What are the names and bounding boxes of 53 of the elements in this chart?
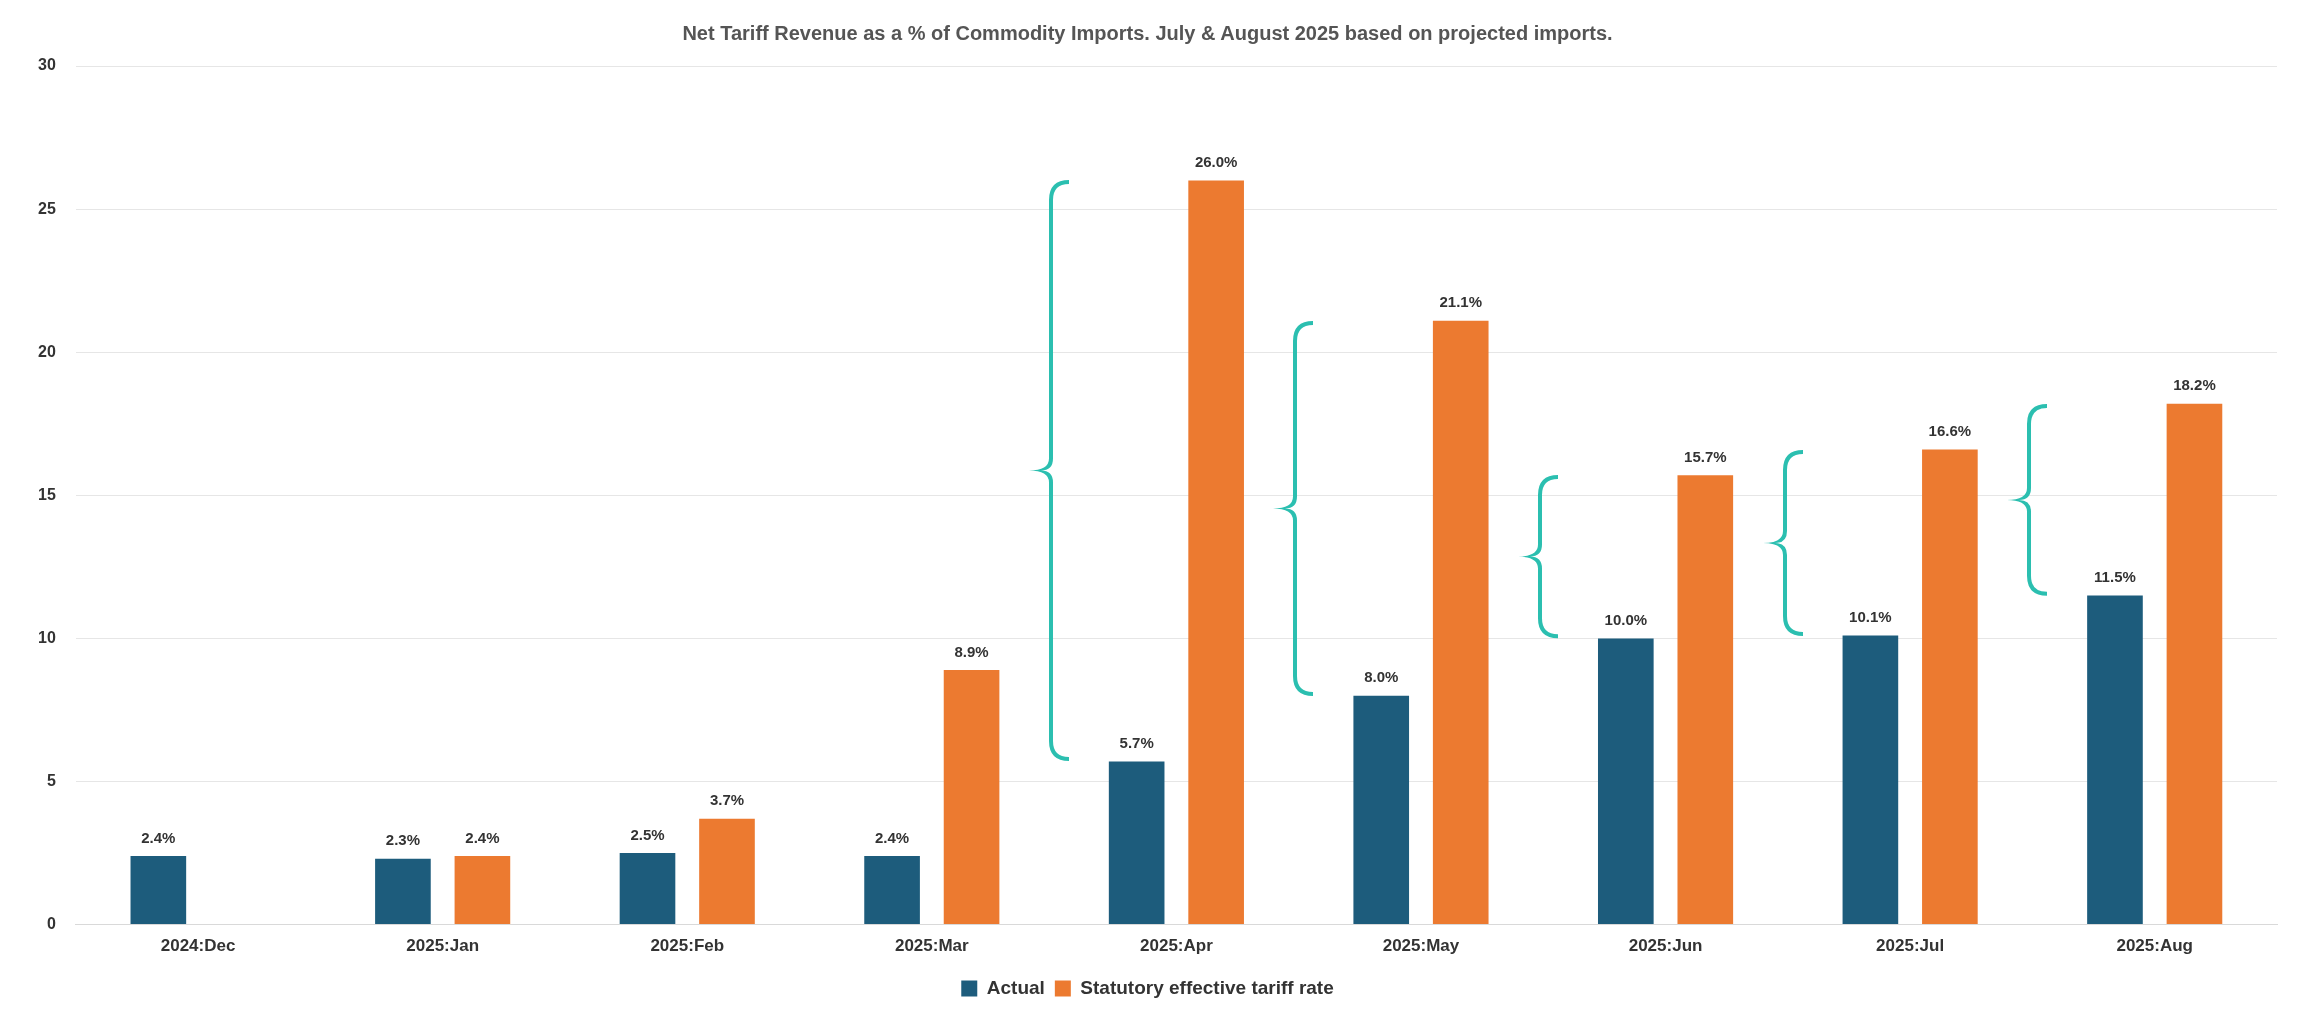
bar [375,858,431,925]
bar [2087,595,2143,925]
y-tick-label: 20 [38,342,56,360]
bar [943,669,1000,925]
x-tick-label: 2025:Jan [406,936,480,956]
y-tick-label: 0 [46,915,56,933]
bar [2166,403,2223,925]
x-tick-label: 2025:Aug [2116,936,2193,956]
data-label: 2.4% [465,828,500,846]
y-tick-label: 25 [38,199,56,217]
legend-label: Actual [986,976,1045,998]
bar [1432,320,1489,925]
data-label: 15.7% [1684,447,1727,465]
data-label: 21.1% [1439,293,1482,311]
data-label: 16.6% [1928,422,1972,440]
x-tick-label: 2025:Feb [650,936,725,956]
x-tick-label: 2024:Dec [160,936,236,956]
data-label: 10.1% [1849,608,1892,626]
y-tick-label: 30 [38,56,56,74]
data-label: 8.9% [954,642,989,660]
data-label: 18.2% [2173,376,2216,394]
y-tick-label: 5 [46,771,56,789]
bar [1108,761,1165,925]
bar [1188,180,1244,925]
x-tick-label: 2025:Mar [894,936,970,956]
bar [619,853,676,925]
x-tick-label: 2025:Jun [1628,936,1703,956]
y-tick-label: 10 [38,628,56,646]
data-label: 5.7% [1119,734,1154,752]
bar [864,855,920,925]
data-label: 2.3% [385,831,421,849]
x-tick-label: 2025:May [1382,936,1460,956]
data-label: 3.7% [709,791,745,809]
chart-title: Net Tariff Revenue as a % of Commodity Imports. July & August 2025 based on projected imports. [682,21,1613,44]
bar [454,855,511,925]
bar [1922,449,1978,925]
data-label: 2.5% [630,825,665,843]
data-label: 10.0% [1604,611,1648,629]
data-label: 2.4% [874,828,910,846]
data-label: 11.5% [2094,568,2136,586]
bar [1677,475,1734,925]
data-label: 2.4% [141,828,176,846]
data-label: 8.0% [1364,668,1399,686]
bar [699,818,755,925]
bar [1597,638,1654,925]
data-label: 26.0% [1194,153,1238,171]
legend-label: Statutory effective tariff rate [1080,976,1334,998]
bar [130,855,187,925]
x-tick-label: 2025:Apr [1140,936,1214,956]
bar [1842,635,1899,925]
x-tick-label: 2025:Jul [1876,936,1945,956]
y-tick-label: 15 [38,485,56,503]
bar [1353,695,1410,925]
